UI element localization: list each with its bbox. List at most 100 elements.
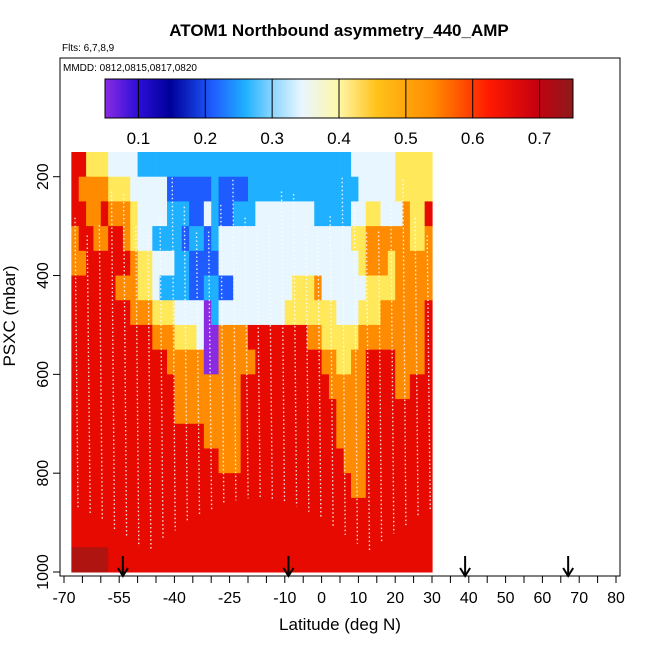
heatmap-cell <box>218 497 227 524</box>
heatmap-cell <box>218 176 227 202</box>
flight-track <box>147 234 152 549</box>
flight-track <box>535 232 541 517</box>
heatmap-cell <box>306 226 315 252</box>
heatmap-cell <box>144 300 153 326</box>
heatmap-cell <box>93 522 102 548</box>
heatmap-cell <box>167 349 175 375</box>
heatmap-cell <box>100 349 109 375</box>
heatmap-cell <box>152 349 161 375</box>
heatmap-cell <box>336 374 345 400</box>
heatmap-cell <box>373 324 382 351</box>
heatmap-cell <box>358 473 367 499</box>
heatmap-cell <box>314 152 323 178</box>
heatmap-cell <box>167 374 175 400</box>
heatmap-cell <box>86 399 95 425</box>
heatmap-cell <box>373 497 382 524</box>
heatmap-cell <box>130 374 139 400</box>
heatmap-cell <box>328 152 337 178</box>
x-tick-label: 30 <box>423 590 441 607</box>
heatmap-cell <box>395 152 404 178</box>
heatmap-cell <box>115 399 124 425</box>
heatmap-cell <box>284 226 293 252</box>
heatmap-cell <box>255 226 264 252</box>
heatmap-cell <box>174 226 183 252</box>
heatmap-cell <box>203 423 212 449</box>
heatmap-cell <box>233 473 242 499</box>
heatmap-cell <box>86 176 95 202</box>
x-tick-label: 0 <box>317 590 326 607</box>
heatmap-cell <box>137 448 146 474</box>
heatmap-cell <box>417 522 426 548</box>
heatmap-cell <box>409 423 418 449</box>
heatmap-cell <box>115 547 124 573</box>
heatmap-cell <box>387 226 396 252</box>
heatmap-cell <box>328 522 337 548</box>
colorbar-tick-label: 0.6 <box>461 129 485 148</box>
heatmap-cell <box>93 448 102 474</box>
heatmap-cell <box>321 176 330 202</box>
heatmap-cell <box>233 201 242 227</box>
heatmap-cell <box>387 201 396 227</box>
heatmap-cell <box>417 250 426 277</box>
heatmap-cell <box>343 324 352 351</box>
heatmap-cell <box>86 448 95 474</box>
heatmap-cell <box>174 201 183 227</box>
heatmap-cell <box>211 448 220 474</box>
heatmap-cell <box>122 349 131 375</box>
heatmap-cell <box>122 423 131 449</box>
heatmap-cell <box>196 497 205 524</box>
heatmap-cell <box>152 201 161 227</box>
heatmap-cell <box>321 152 330 178</box>
heatmap-cell <box>108 374 117 400</box>
heatmap-cell <box>189 448 198 474</box>
heatmap-cell <box>270 497 279 524</box>
heatmap-cell <box>270 226 279 252</box>
heatmap-cell <box>71 547 80 573</box>
x-tick-label: 60 <box>534 590 552 607</box>
heatmap-cell <box>373 152 382 178</box>
heatmap-cell <box>424 374 433 400</box>
heatmap-cell <box>181 152 190 178</box>
heatmap-cell <box>240 423 249 449</box>
heatmap-cell <box>196 522 205 548</box>
heatmap-cell <box>240 226 249 252</box>
heatmap-cell <box>402 374 411 400</box>
heatmap-cell <box>424 324 433 351</box>
heatmap-cell <box>314 226 323 252</box>
heatmap-cell <box>409 324 418 351</box>
heatmap-cell <box>71 250 80 277</box>
heatmap-cell <box>402 324 411 351</box>
heatmap-cell <box>225 399 234 425</box>
heatmap-cell <box>130 497 139 524</box>
heatmap-cell <box>314 324 323 351</box>
heatmap-cell <box>152 275 161 301</box>
heatmap-cell <box>292 324 301 351</box>
heatmap-cell <box>417 152 426 178</box>
heatmap-cell <box>86 152 95 178</box>
heatmap-cell <box>100 423 109 449</box>
heatmap-cell <box>218 226 227 252</box>
heatmap-cell <box>409 349 418 375</box>
heatmap-cell <box>328 547 337 573</box>
heatmap-cell <box>365 497 374 524</box>
heatmap-cell <box>306 250 315 277</box>
heatmap-cell <box>328 374 337 400</box>
heatmap-cell <box>100 275 109 301</box>
heatmap-cell <box>115 497 124 524</box>
heatmap-cell <box>358 399 367 425</box>
heatmap-cell <box>306 349 315 375</box>
flight-track <box>110 191 116 530</box>
heatmap-cell <box>255 176 264 202</box>
heatmap-cell <box>181 226 190 252</box>
heatmap-cell <box>343 250 352 277</box>
heatmap-cell <box>424 473 433 499</box>
heatmap-cell <box>86 522 95 548</box>
heatmap-cell <box>292 448 301 474</box>
heatmap-cell <box>358 176 367 202</box>
heatmap-cell <box>336 349 345 375</box>
heatmap-cell <box>343 349 352 375</box>
heatmap-cell <box>262 349 271 375</box>
heatmap-cell <box>71 300 80 326</box>
heatmap-cell <box>152 497 161 524</box>
heatmap-cell <box>277 547 286 573</box>
